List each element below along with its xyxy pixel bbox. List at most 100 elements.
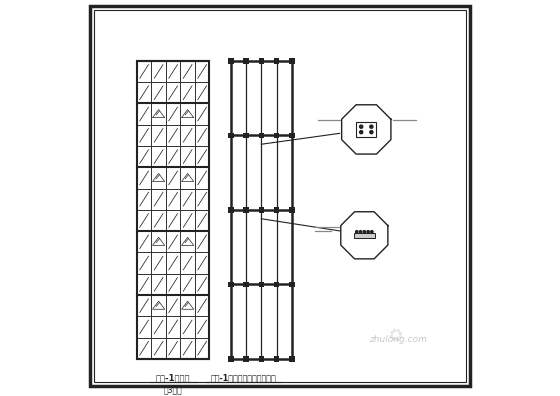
Bar [195, 295, 209, 316]
Bar [228, 133, 234, 138]
Bar [398, 335, 403, 339]
Bar [180, 231, 195, 252]
Bar [137, 61, 209, 359]
Circle shape [360, 131, 363, 134]
Bar [166, 82, 180, 103]
Bar [244, 356, 249, 362]
Bar [274, 133, 279, 138]
Polygon shape [181, 237, 194, 246]
Bar [390, 335, 393, 338]
Bar [137, 316, 151, 337]
Bar [151, 103, 166, 125]
Bar [166, 146, 180, 167]
Bar [137, 210, 151, 231]
Bar [137, 274, 151, 295]
Circle shape [370, 125, 373, 128]
Bar [180, 82, 195, 103]
Bar [166, 295, 180, 316]
Bar [137, 125, 151, 146]
Bar [259, 133, 264, 138]
Bar [166, 316, 180, 337]
Text: 玻幕-1立面图: 玻幕-1立面图 [156, 374, 190, 383]
Bar [151, 210, 166, 231]
Bar [137, 82, 151, 103]
Bar [137, 231, 151, 252]
Bar [244, 207, 249, 213]
Polygon shape [152, 173, 165, 181]
Bar [195, 316, 209, 337]
Bar [195, 231, 209, 252]
Bar [180, 188, 195, 210]
Bar [195, 82, 209, 103]
Circle shape [370, 131, 373, 134]
Polygon shape [181, 173, 194, 181]
Polygon shape [342, 105, 391, 154]
Bar [259, 282, 264, 287]
Bar [151, 188, 166, 210]
Circle shape [360, 125, 363, 128]
Bar [228, 207, 234, 213]
Bar [396, 329, 400, 333]
Bar [356, 122, 376, 137]
Bar [151, 125, 166, 146]
Bar [166, 252, 180, 274]
Bar [137, 146, 151, 167]
Polygon shape [181, 110, 194, 118]
Bar [151, 146, 166, 167]
Bar [228, 356, 234, 362]
Bar [151, 337, 166, 359]
Bar [289, 133, 295, 138]
Polygon shape [152, 301, 165, 309]
Bar [151, 231, 166, 252]
Bar [166, 274, 180, 295]
Bar [180, 316, 195, 337]
Bar [289, 58, 295, 63]
Polygon shape [152, 237, 165, 246]
Circle shape [363, 230, 366, 233]
Bar [228, 58, 234, 63]
Bar [392, 337, 396, 341]
Circle shape [356, 230, 358, 233]
Bar [289, 282, 295, 287]
Bar [195, 146, 209, 167]
Bar [166, 231, 180, 252]
Bar [274, 356, 279, 362]
Bar [180, 167, 195, 188]
Bar [244, 282, 249, 287]
Bar [399, 332, 402, 335]
Bar [166, 337, 180, 359]
Bar [180, 337, 195, 359]
Bar [195, 61, 209, 82]
Bar [137, 103, 151, 125]
Bar [274, 282, 279, 287]
Bar [137, 295, 151, 316]
Circle shape [371, 230, 373, 233]
Bar [259, 356, 264, 362]
Bar [137, 188, 151, 210]
Bar [151, 61, 166, 82]
Bar [180, 274, 195, 295]
Polygon shape [152, 110, 165, 118]
Bar [180, 210, 195, 231]
Circle shape [367, 230, 369, 233]
Bar [137, 337, 151, 359]
Bar [180, 295, 195, 316]
Bar [228, 282, 234, 287]
Bar [353, 233, 375, 238]
Polygon shape [181, 301, 194, 309]
Polygon shape [341, 212, 388, 259]
Bar [180, 252, 195, 274]
Bar [274, 58, 279, 63]
Bar [180, 61, 195, 82]
Bar [390, 331, 394, 335]
Bar [151, 252, 166, 274]
Text: zhulong.com: zhulong.com [368, 335, 427, 344]
Bar [195, 337, 209, 359]
Bar [137, 61, 151, 82]
Bar [180, 103, 195, 125]
Text: 玻幕-1立柱及后置钢板安置图: 玻幕-1立柱及后置钢板安置图 [210, 374, 276, 383]
Bar [259, 207, 264, 213]
Bar [180, 146, 195, 167]
Bar [274, 207, 279, 213]
Bar [151, 167, 166, 188]
